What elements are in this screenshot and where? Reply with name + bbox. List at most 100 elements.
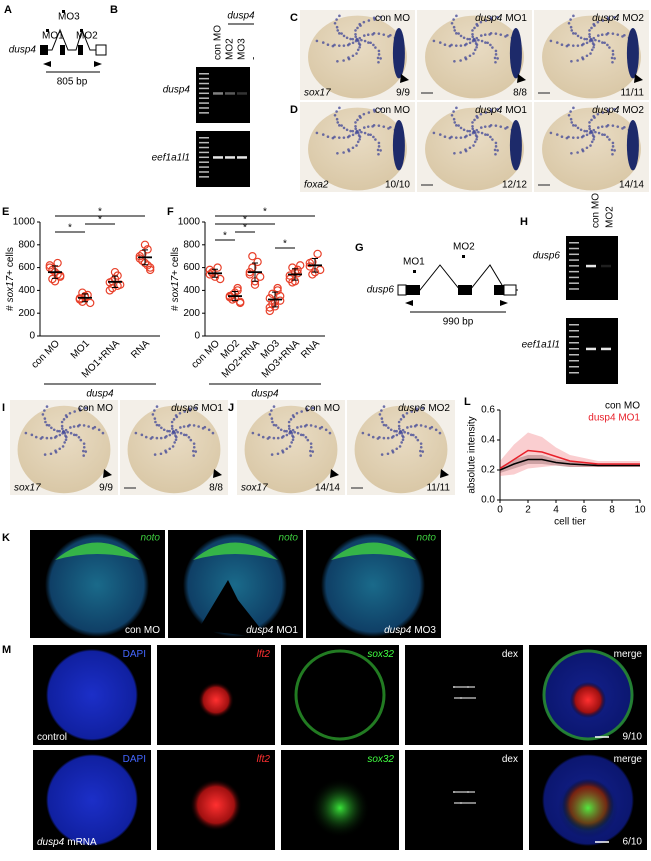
stain-dot [358, 128, 362, 132]
count-label: 14/14 [315, 483, 340, 494]
ladder-band [569, 342, 579, 344]
stain-dot [82, 424, 86, 427]
gel-band [237, 156, 247, 159]
stain-dot [347, 56, 350, 59]
stain-dot [270, 409, 273, 412]
stain-dot [452, 18, 455, 21]
stain-dot [593, 116, 596, 119]
stain-dot [484, 111, 488, 114]
stain-dot [585, 129, 589, 133]
stain-dot [405, 411, 409, 415]
stain-dot [434, 428, 438, 432]
stain-dot [351, 37, 355, 41]
ladder-band [199, 92, 209, 95]
ladder-band [569, 259, 579, 261]
stain-dot [176, 430, 179, 434]
stain-dot [421, 450, 425, 453]
stain-dot [72, 433, 76, 437]
dex-dot [473, 791, 475, 793]
stain-dot [49, 452, 53, 456]
stain-dot [496, 15, 500, 19]
stain-dot [326, 43, 330, 46]
stain-dot [289, 430, 293, 434]
stain-dot [382, 423, 386, 427]
stain-dot [432, 39, 436, 43]
stain-dot [342, 151, 345, 154]
channel-label: lft2 [257, 649, 271, 660]
stain-dot [377, 145, 381, 148]
count-label: 6/10 [623, 837, 643, 848]
stain-dot [165, 434, 168, 438]
stain-dot [605, 33, 608, 36]
stain-dot [351, 54, 355, 58]
stain-dot [41, 436, 44, 439]
stain-dot [159, 436, 163, 440]
embryo-fluor [321, 533, 425, 637]
count-label: 12/12 [502, 180, 527, 191]
stain-dot [419, 424, 423, 427]
stain-dot [342, 126, 346, 130]
stain-dot [384, 424, 388, 427]
sox32-ring [542, 649, 634, 741]
stain-dot [608, 46, 611, 49]
ladder-band [199, 73, 209, 75]
column-label: con MO [375, 105, 410, 116]
stain-dot [576, 44, 580, 47]
gel [566, 318, 618, 384]
dex-dot [472, 802, 474, 804]
stain-dot [432, 131, 436, 135]
lft2-signal [570, 682, 606, 718]
stain-dot [84, 450, 88, 453]
ladder-band [199, 176, 209, 178]
gene-structure [40, 28, 100, 51]
stain-dot [52, 428, 56, 432]
embryo-fluor [183, 533, 287, 637]
stain-dot [589, 52, 592, 55]
dex-dot [462, 802, 464, 804]
embryo [542, 107, 641, 191]
embryo [127, 405, 221, 494]
stain-dot [570, 121, 574, 124]
data-point [288, 278, 297, 287]
gel [196, 131, 250, 187]
dex-dot [455, 686, 457, 688]
panel-label: J [228, 402, 234, 414]
panel-label: F [167, 206, 174, 218]
channel-label: DAPI [123, 754, 146, 765]
stain-dot [62, 430, 66, 434]
stain-dot [571, 44, 575, 47]
stain-dot [581, 56, 584, 59]
dex-dot [466, 697, 468, 699]
stain-dot [499, 125, 503, 128]
stain-dot [465, 134, 468, 138]
channel-label: dex [502, 754, 518, 765]
dex-dot [460, 802, 462, 804]
stain-dot [555, 133, 559, 136]
stain-dot [333, 113, 337, 117]
ladder-band [569, 348, 579, 350]
error-bar [272, 291, 278, 308]
stain-dot [412, 433, 415, 437]
lft2-signal [198, 682, 234, 718]
stain-dot [373, 110, 376, 113]
stain-dot [479, 112, 483, 116]
stain-dot [335, 25, 339, 29]
dex-dot [470, 802, 472, 804]
stain-dot [585, 146, 589, 150]
stain-dot [345, 128, 349, 132]
condition-label: control [37, 732, 67, 743]
stain-dot [372, 43, 375, 47]
dapi [46, 754, 138, 846]
dex-dot [459, 686, 461, 688]
stain-dot [355, 130, 359, 134]
gene-label: dusp6 [367, 285, 395, 296]
noto-signal [193, 542, 278, 560]
dex-dot [471, 791, 473, 793]
ladder-band [199, 112, 209, 114]
stain-dot [473, 140, 477, 144]
y-tick-label: 800 [183, 239, 200, 250]
stain-dot [340, 124, 343, 127]
stain-dot [153, 453, 157, 456]
dex-dot [467, 791, 469, 793]
y-tick-label: 600 [18, 262, 35, 273]
